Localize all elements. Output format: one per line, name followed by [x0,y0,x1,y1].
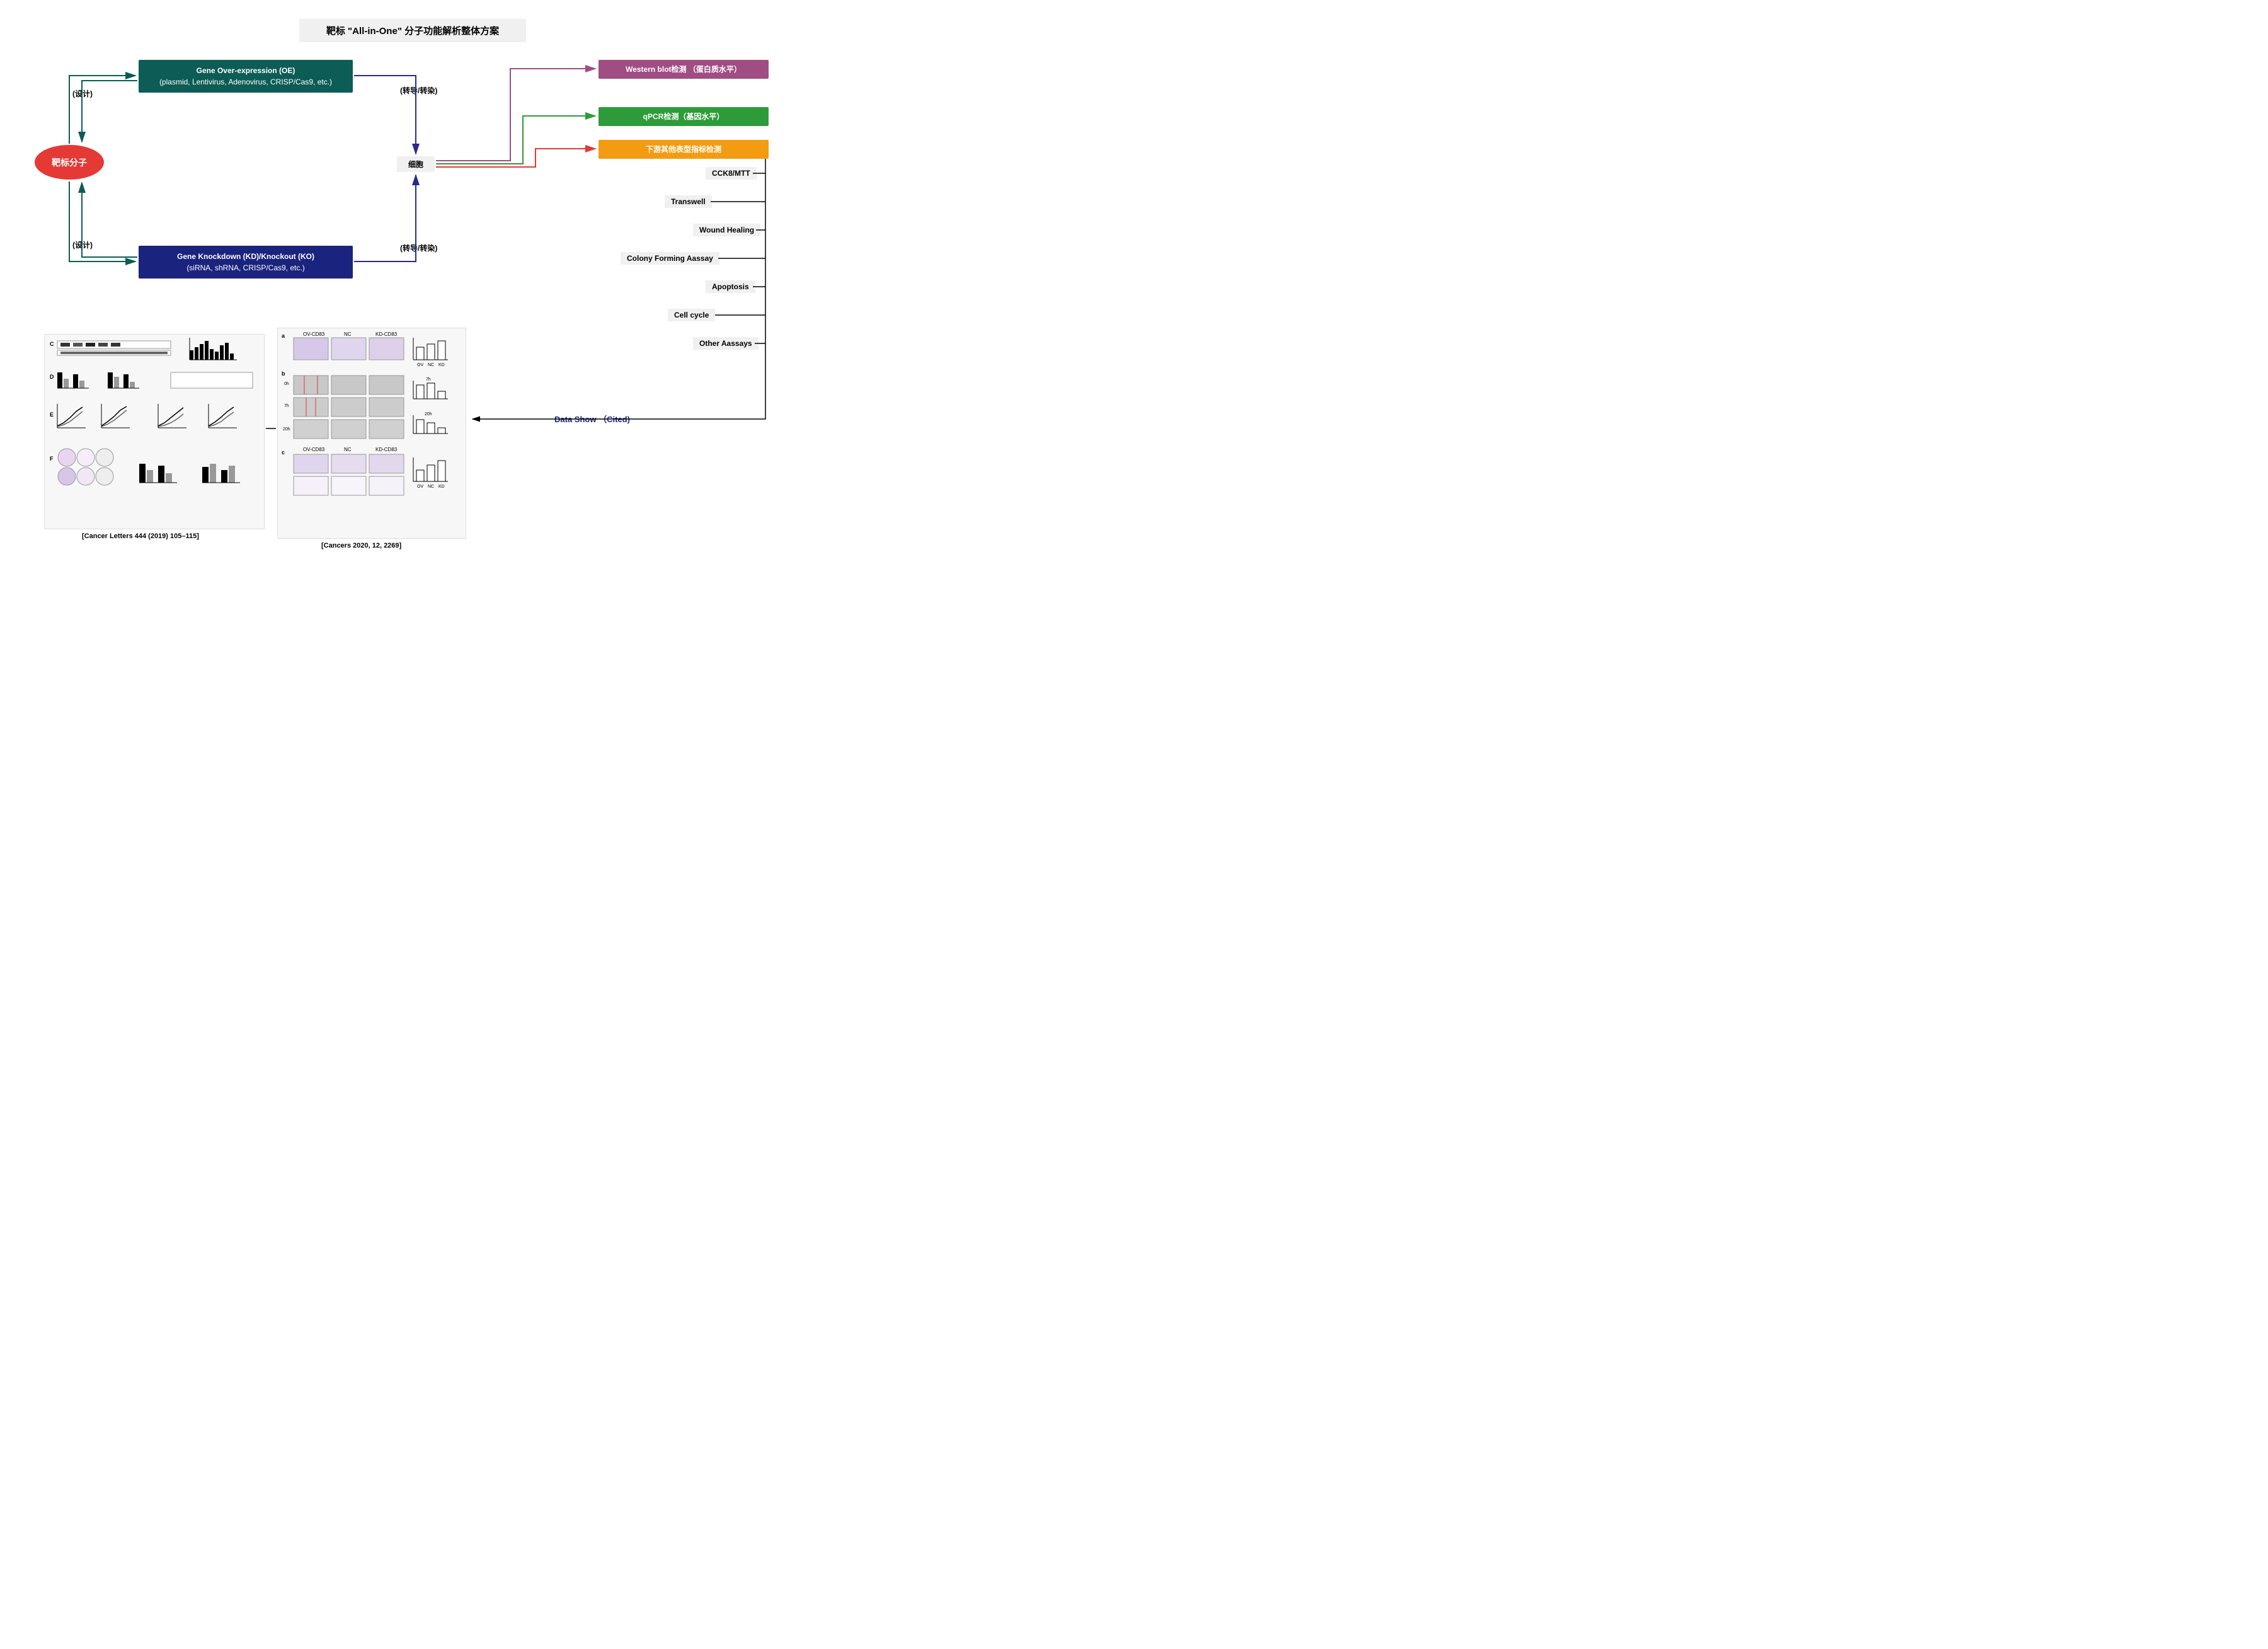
svg-text:20h: 20h [283,427,290,432]
oe-line1: Gene Over-expression (OE) [147,65,344,76]
svg-text:7h: 7h [426,377,431,382]
assay-cell-cycle: Cell cycle [668,309,715,321]
svg-text:F: F [50,456,54,462]
svg-text:D: D [50,374,54,380]
svg-text:a: a [282,333,285,339]
svg-text:NC: NC [344,447,352,452]
svg-text:NC: NC [428,485,434,489]
svg-text:E: E [50,411,54,418]
svg-text:c: c [282,449,285,456]
oe-line2: (plasmid, Lentivirus, Adenovirus, CRISP/… [147,76,344,88]
design-label-top: (设计) [72,88,93,99]
svg-text:C: C [50,341,54,347]
western-blot-node: Western blot检测 （蛋白质水平） [598,60,769,79]
svg-text:7h: 7h [284,404,289,408]
transfect-label-top: (转导/转染) [400,85,437,96]
figure2-content-icon: a OV-CD83 NC KD-CD83 OV NC KD b 0h 7h 2 [278,328,467,539]
assay-apoptosis: Apoptosis [706,280,755,293]
target-molecule-node: 靶标分子 [35,145,104,180]
svg-text:b: b [282,371,285,377]
qpcr-node: qPCR检测（基因水平） [598,107,769,126]
svg-text:20h: 20h [425,412,432,417]
svg-text:OV: OV [417,485,423,489]
citation-2: [Cancers 2020, 12, 2269] [321,542,401,549]
figure-panel-2: a OV-CD83 NC KD-CD83 OV NC KD b 0h 7h 2 [277,328,466,539]
svg-text:KD-CD83: KD-CD83 [375,447,398,452]
svg-text:KD: KD [438,485,445,489]
assay-colony-forming: Colony Forming Aassay [621,252,719,265]
transfect-label-bottom: (转导/转染) [400,243,437,253]
assay-transwell: Transwell [665,195,712,208]
downstream-phenotype-node: 下游其他表型指标检测 [598,140,769,159]
svg-text:OV-CD83: OV-CD83 [303,331,325,337]
design-label-bottom: (设计) [72,239,93,250]
svg-text:OV: OV [417,363,423,367]
kd-line1: Gene Knockdown (KD)/Knockout (KO) [147,251,344,262]
svg-text:KD: KD [438,363,445,367]
citation-1: [Cancer Letters 444 (2019) 105–115] [82,532,199,540]
assay-wound-healing: Wound Healing [693,224,760,236]
svg-text:NC: NC [428,363,434,367]
gene-overexpression-node: Gene Over-expression (OE) (plasmid, Lent… [139,60,353,93]
svg-text:0h: 0h [284,382,289,386]
assay-cck8: CCK8/MTT [706,167,757,180]
cell-node: 细胞 [397,156,435,172]
figure-panel-1: C D [44,334,265,529]
gene-knockdown-node: Gene Knockdown (KD)/Knockout (KO) (siRNA… [139,246,353,279]
data-show-label: Data Show （Cited) [554,413,630,425]
kd-line2: (siRNA, shRNA, CRISP/Cas9, etc.) [147,262,344,273]
svg-text:OV-CD83: OV-CD83 [303,447,325,452]
svg-text:KD-CD83: KD-CD83 [375,331,398,337]
figure1-content-icon: C D [45,335,265,530]
diagram-title: 靶标 "All-in-One" 分子功能解析整体方案 [299,19,526,42]
svg-text:NC: NC [344,331,352,337]
assay-other: Other Aassays [693,337,759,350]
